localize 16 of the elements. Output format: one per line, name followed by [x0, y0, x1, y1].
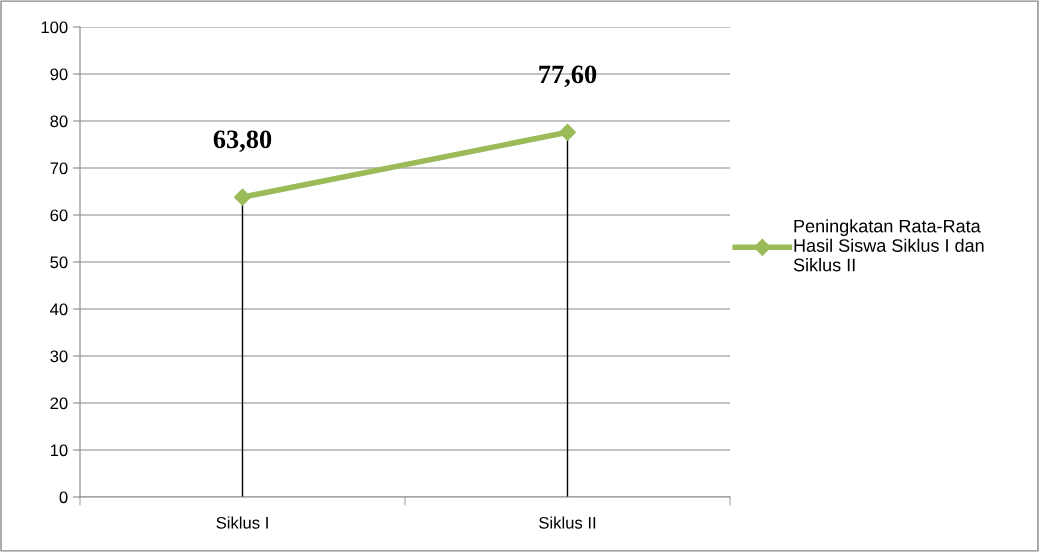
data-label: 63,80: [213, 130, 272, 153]
x-tick-label: Siklus I: [216, 516, 268, 529]
data-label: 77,60: [539, 65, 597, 88]
y-tick-label: 20: [50, 397, 68, 410]
y-tick-label: 100: [41, 21, 68, 34]
y-tick-label: 70: [50, 162, 68, 175]
y-tick-label: 50: [50, 256, 68, 269]
y-tick-label: 0: [59, 491, 68, 504]
x-tick-label: Siklus II: [539, 516, 596, 529]
y-tick-label: 60: [50, 209, 68, 222]
legend-label: Peningkatan Rata-Rata Hasil Siswa Siklus I dan Siklus II: [793, 219, 984, 272]
y-tick-label: 80: [50, 115, 68, 128]
y-tick-label: 30: [50, 350, 68, 363]
y-tick-label: 40: [50, 303, 68, 316]
y-tick-label: 10: [50, 444, 68, 457]
y-tick-label: 90: [50, 68, 68, 81]
